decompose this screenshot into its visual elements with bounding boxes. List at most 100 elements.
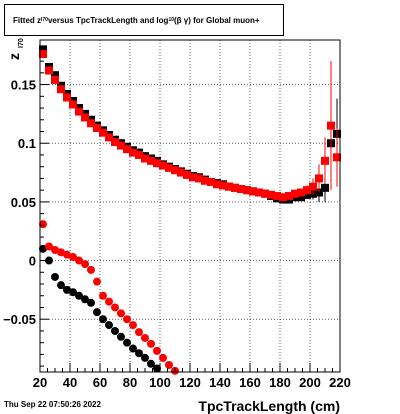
data-point-circle	[135, 328, 143, 337]
data-point-circle	[159, 353, 167, 362]
data-point-square	[99, 128, 107, 137]
data-point-circle	[93, 277, 101, 286]
data-point-circle	[81, 260, 89, 269]
data-point-square	[75, 107, 83, 116]
label-layer: 20 40 60 80 100 120 140 160 180 200 220 −0.05 0 0.05 0…	[3, 38, 351, 414]
data-point-circle	[129, 321, 137, 330]
x-axis-title: TpcTrackLength (cm)	[198, 398, 340, 414]
data-point-circle	[165, 360, 173, 369]
x-tick-label: 80	[123, 375, 137, 390]
data-point-square	[129, 148, 137, 157]
data-point-circle	[111, 326, 119, 335]
data-point-circle	[153, 364, 161, 373]
data-point-square	[207, 177, 215, 186]
data-point-square	[153, 159, 161, 168]
y-tick-label: 0	[29, 254, 36, 269]
data-point-square	[51, 71, 59, 80]
x-tick-label: 180	[269, 375, 291, 390]
data-point-square	[327, 121, 335, 130]
y-tick-label: 0.15	[11, 78, 36, 93]
data-point-square	[297, 188, 305, 197]
data-point-square	[189, 173, 197, 182]
data-point-square	[87, 119, 95, 128]
data-point-circle	[99, 315, 107, 324]
data-point-square	[273, 192, 281, 201]
x-tick-label: 40	[63, 375, 77, 390]
chart-title: Fitted z I70 versus TpcTrackLength and lo…	[4, 4, 284, 36]
data-point-circle	[105, 297, 113, 306]
data-point-square	[51, 75, 59, 84]
data-point-square	[249, 187, 257, 196]
data-point-circle	[135, 349, 143, 358]
data-point-square	[183, 170, 191, 179]
title-part-c: (β γ) for Global muon+	[174, 15, 260, 25]
data-point-square	[105, 133, 113, 142]
grid-layer	[40, 40, 340, 372]
data-point-circle	[123, 315, 131, 324]
data-point-square	[63, 93, 71, 102]
data-point-square	[291, 189, 299, 198]
x-tick-label: 100	[149, 375, 171, 390]
data-point-square	[315, 174, 323, 183]
x-tick-label: 220	[329, 375, 351, 390]
x-tick-label: 140	[209, 375, 231, 390]
data-point-square	[279, 193, 287, 202]
data-point-square	[147, 156, 155, 165]
data-point-circle	[153, 346, 161, 355]
data-point-square	[321, 156, 329, 165]
data-point-circle	[123, 338, 131, 347]
data-point-square	[237, 184, 245, 193]
data-point-circle	[147, 339, 155, 348]
title-part-b: versus TpcTrackLength and log	[47, 15, 169, 25]
data-point-circle	[75, 256, 83, 265]
data-point-circle	[69, 288, 77, 297]
data-point-square	[213, 180, 221, 189]
data-point-square	[333, 153, 341, 162]
data-point-square	[219, 181, 227, 190]
x-tick-label: 200	[299, 375, 321, 390]
x-tick-label: 160	[239, 375, 261, 390]
data-point-circle	[57, 281, 65, 290]
data-point-square	[297, 193, 305, 202]
data-point-circle	[147, 359, 155, 368]
data-point-square	[243, 186, 251, 195]
data-point-square	[303, 186, 311, 195]
data-point-square	[39, 50, 47, 59]
data-point-circle	[141, 353, 149, 362]
y-tick-label: 0.05	[11, 195, 36, 210]
data-point-circle	[141, 333, 149, 342]
data-point-square	[165, 163, 173, 172]
data-point-square	[255, 188, 263, 197]
x-tick-label: 60	[93, 375, 107, 390]
data-point-square	[159, 161, 167, 170]
data-point-square	[81, 113, 89, 122]
data-point-circle	[105, 321, 113, 330]
data-point-circle	[45, 242, 53, 251]
data-point-square	[285, 192, 293, 201]
data-point-circle	[57, 248, 65, 257]
data-point-circle	[51, 272, 59, 281]
data-point-square	[201, 176, 209, 185]
data-point-square	[261, 189, 269, 198]
data-point-square	[231, 183, 239, 192]
data-point-square	[177, 168, 185, 177]
data-point-square	[225, 182, 233, 191]
footer-date: Thu Sep 22 07:50:26 2022	[4, 400, 101, 409]
tick-layer	[39, 48, 341, 372]
data-point-circle	[63, 250, 71, 259]
data-point-square	[135, 150, 143, 159]
data-point-circle	[93, 308, 101, 317]
data-point-square	[93, 123, 101, 132]
data-point-circle	[63, 285, 71, 294]
data-point-square	[69, 100, 77, 109]
title-sub-a: I70	[41, 17, 48, 23]
data-point-circle	[51, 245, 59, 254]
data-point-circle	[69, 253, 77, 262]
x-tick-label: 20	[33, 375, 47, 390]
data-point-square	[195, 174, 203, 183]
data-point-circle	[75, 291, 83, 300]
title-sub-b: 10	[168, 17, 174, 23]
data-point-square	[267, 190, 275, 199]
y-tick-label: 0.1	[18, 136, 36, 151]
